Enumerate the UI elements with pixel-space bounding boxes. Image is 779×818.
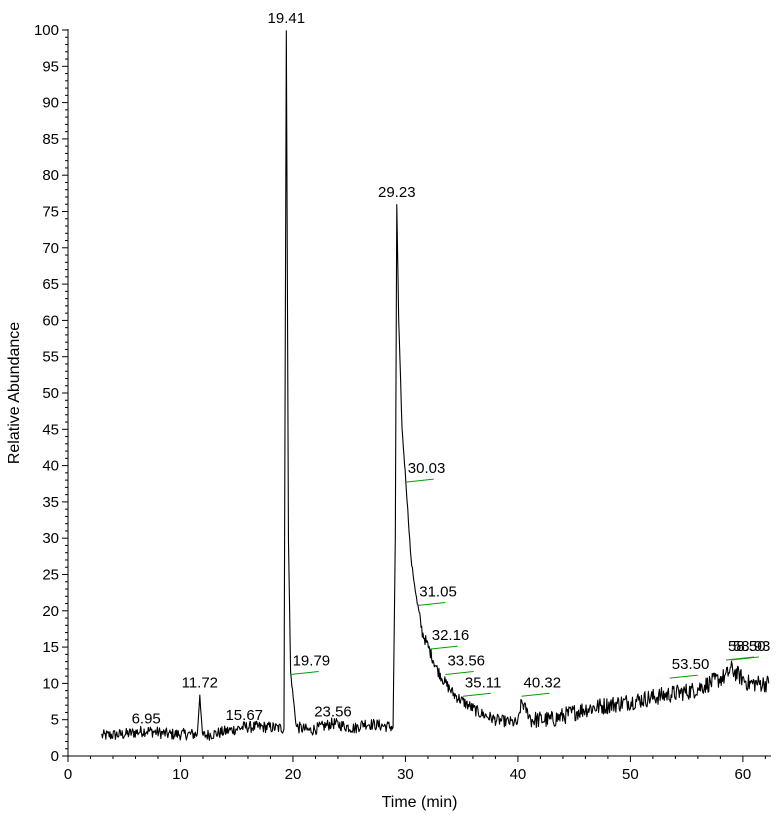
peak-label: 33.56 — [447, 653, 485, 670]
y-tick-label: 55 — [42, 349, 59, 366]
x-axis-ticks: 0 10 20 30 40 50 60 — [64, 756, 766, 783]
x-tick-label: 10 — [172, 766, 189, 783]
y-tick-label: 0 — [51, 748, 59, 765]
x-tick-label: 50 — [622, 766, 639, 783]
baseline-markers — [290, 478, 759, 697]
y-tick-label: 90 — [42, 95, 59, 112]
baseline-marker — [521, 692, 550, 697]
y-tick-label: 25 — [42, 567, 59, 584]
peak-label: 6.95 — [132, 711, 161, 728]
baseline-marker — [730, 656, 759, 661]
peak-labels: 6.95 11.72 15.67 19.41 19.79 23.56 29.23 30.03 3… — [132, 10, 771, 728]
y-tick-label: 95 — [42, 58, 59, 75]
baseline-marker — [462, 692, 491, 697]
x-axis-title: Time (min) — [382, 794, 458, 811]
y-tick-label: 40 — [42, 458, 59, 475]
peak-label: 30.03 — [408, 460, 446, 477]
peak-label: 29.23 — [378, 184, 416, 201]
baseline-marker — [417, 602, 446, 607]
y-tick-label: 5 — [51, 712, 59, 729]
y-tick-label: 50 — [42, 385, 59, 402]
baseline-marker — [290, 671, 319, 676]
peak-label: 31.05 — [419, 584, 457, 601]
y-tick-label: 45 — [42, 421, 59, 438]
x-tick-label: 40 — [510, 766, 527, 783]
peak-label: 11.72 — [182, 674, 218, 691]
y-tick-label: 35 — [42, 494, 59, 511]
peak-label: 15.67 — [225, 707, 263, 724]
y-tick-label: 65 — [42, 276, 59, 293]
peak-label: 19.79 — [293, 653, 331, 670]
x-tick-label: 60 — [735, 766, 752, 783]
peak-label: 40.32 — [524, 674, 562, 691]
baseline-marker — [669, 674, 698, 679]
y-tick-label: 10 — [42, 675, 59, 692]
trace-layer — [101, 30, 770, 741]
x-tick-label: 30 — [397, 766, 414, 783]
y-tick-label: 70 — [42, 240, 59, 257]
x-tick-label: 20 — [285, 766, 302, 783]
chromatogram-trace — [101, 30, 770, 741]
peak-label: 19.41 — [268, 10, 306, 27]
y-tick-label: 20 — [42, 603, 59, 620]
baseline-marker — [429, 645, 458, 650]
y-tick-label: 85 — [42, 131, 59, 148]
baseline-marker — [405, 478, 434, 483]
peak-label: 32.16 — [432, 627, 470, 644]
y-tick-label: 75 — [42, 204, 59, 221]
y-tick-label: 60 — [42, 312, 59, 329]
y-tick-label: 15 — [42, 639, 59, 656]
y-tick-label: 80 — [42, 167, 59, 184]
y-tick-label: 100 — [34, 22, 59, 39]
y-axis-ticks: 0 5 10 15 20 25 30 35 40 45 50 55 60 65 70 75 80 85 90 95 10… — [34, 22, 68, 765]
peak-label: 35.11 — [465, 674, 501, 691]
x-tick-label: 0 — [64, 766, 72, 783]
peak-label: 58.93 — [733, 638, 771, 655]
baseline-marker — [725, 656, 755, 661]
y-axis-title: Relative Abundance — [6, 322, 23, 464]
peak-label: 53.50 — [672, 656, 710, 673]
peak-label: 23.56 — [314, 703, 352, 720]
peak-label: 58.50 — [728, 638, 766, 655]
y-tick-label: 30 — [42, 530, 59, 547]
baseline-marker — [445, 671, 474, 676]
